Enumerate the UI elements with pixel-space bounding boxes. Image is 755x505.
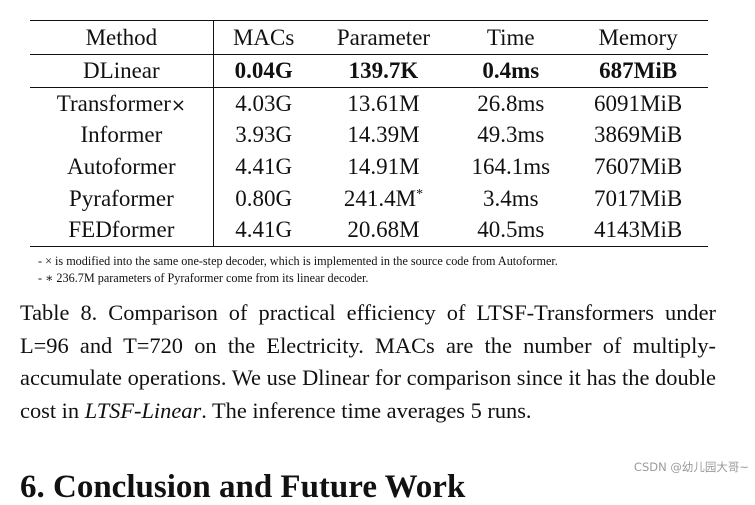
header-time: Time (486, 25, 535, 50)
cell-time: 164.1ms (471, 154, 551, 180)
cell-memory: 3869MiB (594, 122, 683, 148)
header-parameter: Parameter (336, 25, 431, 50)
cell-macs: 4.41G (235, 154, 293, 180)
table-row-autoformer: Autoformer 4.41G 14.91M 164.1ms 7607MiB (30, 150, 708, 183)
cell-parameter: 139.7K (348, 58, 419, 84)
cell-time: 0.4ms (482, 58, 540, 84)
cell-macs: 4.41G (235, 217, 293, 243)
cell-method: Autoformer (30, 150, 214, 183)
cell-parameter: 14.91M (347, 154, 420, 180)
cell-memory: 7017MiB (594, 185, 683, 211)
cell-memory: 687MiB (599, 58, 678, 84)
cell-method: Informer (30, 119, 214, 151)
cell-parameter: 13.61M (347, 90, 420, 116)
cell-parameter: 241.4M* (314, 182, 454, 214)
cell-method: DLinear (30, 54, 214, 88)
header-macs: MACs (232, 25, 295, 50)
cell-macs: 4.03G (235, 90, 293, 116)
cell-time: 3.4ms (482, 185, 539, 211)
modified-mark: × (170, 94, 186, 116)
footnote-pyraformer-parameters: - ∗ 236.7M parameters of Pyraformer come… (38, 270, 369, 285)
header-memory: Memory (598, 25, 678, 50)
table-header-row: Method MACs Parameter Time Memory (30, 20, 708, 55)
footnote-modified-decoder: - × is modified into the same one-step d… (38, 254, 558, 268)
table-caption: Table 8. Comparison of practical efficie… (20, 297, 716, 427)
cell-memory: 4143MiB (594, 217, 683, 243)
cell-time: 49.3ms (477, 122, 545, 148)
parameter-value: 241.4M (343, 185, 417, 211)
cell-parameter: 20.68M (347, 217, 420, 243)
method-name: Transformer (56, 90, 171, 116)
cell-time: 26.8ms (477, 90, 545, 116)
watermark: CSDN @幼儿园大哥~ (633, 460, 749, 474)
header-method: Method (30, 20, 214, 55)
table-row-dlinear: DLinear 0.04G 139.7K 0.4ms 687MiB (30, 54, 708, 88)
cell-macs: 0.04G (234, 58, 293, 84)
cell-method: Transformer× (30, 87, 214, 120)
caption-text-end: . The inference time averages 5 runs. (201, 397, 532, 423)
cell-time: 40.5ms (477, 217, 545, 243)
cell-method: Pyraformer (30, 182, 214, 214)
caption-emphasis: LTSF-Linear (84, 397, 202, 423)
table-footnotes: - × is modified into the same one-step d… (38, 253, 558, 286)
caption-text: Table 8. Comparison of practical efficie… (20, 300, 716, 423)
table-row-informer: Informer 3.93G 14.39M 49.3ms 3869MiB (30, 119, 708, 151)
cell-macs: 3.93G (235, 122, 293, 148)
table-row-fedformer: FEDformer 4.41G 20.68M 40.5ms 4143MiB (30, 213, 708, 247)
cell-memory: 7607MiB (594, 154, 683, 180)
efficiency-table-container: Method MACs Parameter Time Memory DLinea… (30, 20, 708, 247)
linear-decoder-mark: * (416, 186, 424, 202)
efficiency-table: Method MACs Parameter Time Memory DLinea… (30, 20, 708, 247)
cell-macs: 0.80G (235, 185, 293, 211)
cell-method: FEDformer (30, 213, 214, 247)
table-row-pyraformer: Pyraformer 0.80G 241.4M* 3.4ms 7017MiB (30, 182, 708, 214)
cell-memory: 6091MiB (594, 90, 683, 116)
table-row-transformer: Transformer× 4.03G 13.61M 26.8ms 6091MiB (30, 87, 708, 120)
cell-parameter: 14.39M (347, 122, 420, 148)
section-heading: 6. Conclusion and Future Work (20, 469, 466, 505)
